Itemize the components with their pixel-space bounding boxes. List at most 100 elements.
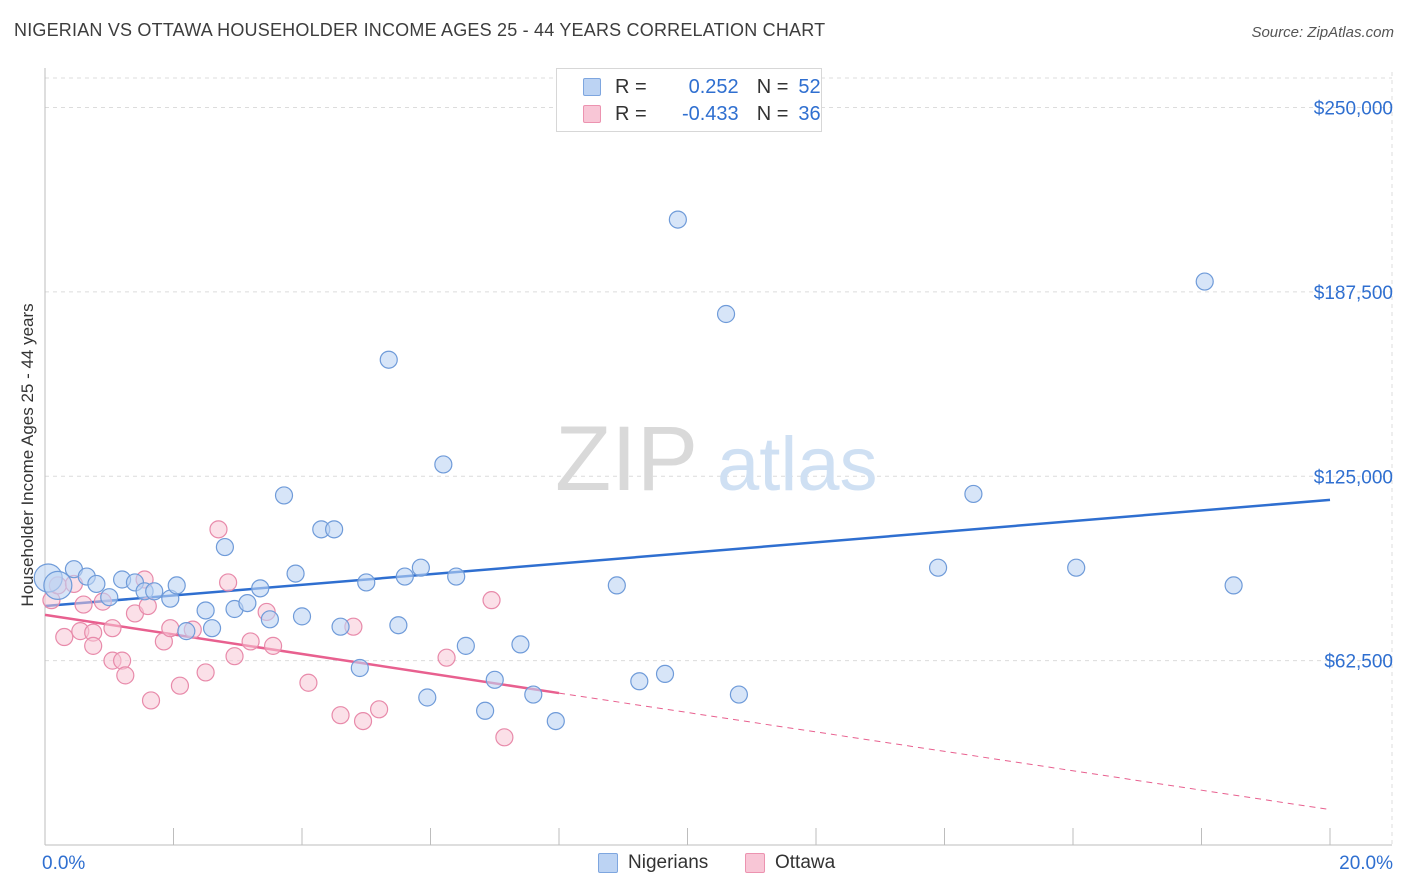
legend-r-label: R = xyxy=(615,102,647,125)
point-nigerians xyxy=(331,617,350,636)
y-tick-label: $62,500 xyxy=(1324,652,1393,673)
point-ottawa xyxy=(225,647,244,666)
point-nigerians xyxy=(196,601,215,620)
point-ottawa xyxy=(299,673,318,692)
point-nigerians xyxy=(434,455,453,474)
point-nigerians xyxy=(274,486,294,505)
point-nigerians xyxy=(411,558,430,577)
point-nigerians xyxy=(456,636,475,655)
series-legend-ottawa[interactable]: Ottawa xyxy=(745,852,835,874)
legend-swatch-pink xyxy=(583,105,601,123)
point-nigerians xyxy=(357,573,376,592)
trend-line-nigerians xyxy=(44,498,1331,608)
point-ottawa xyxy=(331,706,350,725)
point-nigerians xyxy=(43,570,73,601)
series-legend-nigerians[interactable]: Nigerians xyxy=(598,852,708,874)
point-nigerians xyxy=(546,711,565,731)
series-swatch-pink xyxy=(745,853,765,873)
y-tick-label: $125,000 xyxy=(1314,467,1393,488)
correlation-legend: R = 0.252 N = 52 R = -0.433 N = 36 xyxy=(556,68,822,132)
source-credit: Source: ZipAtlas.com xyxy=(1251,24,1394,41)
point-ottawa xyxy=(84,636,103,655)
point-nigerians xyxy=(325,520,344,539)
point-nigerians xyxy=(292,607,312,626)
point-nigerians xyxy=(1067,558,1086,577)
x-tick-label-max: 20.0% xyxy=(1339,853,1393,874)
y-tick-label: $250,000 xyxy=(1314,99,1393,120)
legend-swatch-blue xyxy=(583,78,601,96)
point-ottawa xyxy=(209,520,228,539)
legend-r-value: -0.433 xyxy=(681,102,739,125)
point-nigerians xyxy=(238,593,257,613)
point-ottawa xyxy=(103,619,122,638)
legend-row-ottawa: R = -0.433 N = 36 xyxy=(583,101,821,127)
point-nigerians xyxy=(260,610,279,629)
point-nigerians xyxy=(729,685,749,704)
legend-n-value: 52 xyxy=(798,75,821,98)
point-nigerians xyxy=(395,567,414,586)
point-nigerians xyxy=(379,350,398,369)
y-tick-label: $187,500 xyxy=(1314,283,1393,304)
tick-labels: $62,500 $125,000 $187,500 $250,000 0.0% 20.0% xyxy=(42,99,1393,875)
point-nigerians xyxy=(286,564,305,583)
point-ottawa xyxy=(116,666,135,685)
gridlines xyxy=(45,72,1393,845)
point-ottawa xyxy=(370,700,389,719)
point-ottawa xyxy=(219,573,238,592)
point-nigerians xyxy=(1224,576,1243,595)
legend-row-nigerians: R = 0.252 N = 52 xyxy=(583,74,821,100)
point-ottawa xyxy=(55,627,74,647)
point-nigerians xyxy=(630,672,649,691)
point-nigerians xyxy=(447,567,466,586)
point-nigerians xyxy=(668,210,687,229)
series-swatch-blue xyxy=(598,853,618,873)
point-nigerians xyxy=(716,304,736,324)
point-nigerians xyxy=(145,582,164,601)
legend-n-value: 36 xyxy=(798,102,821,125)
trend-line-ottawa-extension xyxy=(558,692,1331,811)
x-tick-label-min: 0.0% xyxy=(42,853,85,874)
point-nigerians xyxy=(476,701,495,720)
watermark-zip: ZIP xyxy=(555,408,698,510)
point-nigerians xyxy=(202,619,222,638)
legend-r-value: 0.252 xyxy=(688,75,739,98)
legend-n-label: N = xyxy=(756,75,789,98)
point-ottawa xyxy=(161,619,180,638)
watermark-atlas: atlas xyxy=(717,422,878,507)
point-ottawa xyxy=(241,632,260,651)
point-ottawa xyxy=(353,711,373,731)
legend-n-label: N = xyxy=(756,102,789,125)
point-nigerians xyxy=(215,537,234,557)
point-nigerians xyxy=(524,685,543,704)
point-nigerians xyxy=(87,574,106,594)
point-ottawa xyxy=(495,728,514,747)
point-nigerians xyxy=(100,588,119,607)
series-label-nigerians: Nigerians xyxy=(628,852,709,873)
point-nigerians xyxy=(389,616,408,635)
point-ottawa xyxy=(112,651,132,670)
point-nigerians xyxy=(511,635,530,654)
trend-line-ottawa xyxy=(44,613,560,695)
point-ottawa xyxy=(141,691,161,710)
legend-r-label: R = xyxy=(615,75,647,98)
point-nigerians xyxy=(251,579,270,598)
series-legend: Nigerians Ottawa xyxy=(0,852,1406,878)
point-nigerians xyxy=(655,664,675,684)
axes xyxy=(44,68,1392,846)
point-ottawa xyxy=(482,591,501,610)
chart-title: NIGERIAN VS OTTAWA HOUSEHOLDER INCOME AG… xyxy=(14,20,826,40)
point-ottawa xyxy=(196,663,215,682)
point-ottawa xyxy=(74,595,93,614)
data-points xyxy=(33,210,1243,747)
point-nigerians xyxy=(350,658,369,678)
point-nigerians xyxy=(607,576,626,595)
point-ottawa xyxy=(263,636,283,655)
point-nigerians xyxy=(928,558,948,577)
series-label-ottawa: Ottawa xyxy=(775,852,836,873)
point-nigerians xyxy=(418,688,437,707)
point-nigerians xyxy=(177,622,196,641)
point-nigerians xyxy=(964,484,983,504)
point-ottawa xyxy=(170,676,190,695)
point-nigerians xyxy=(167,576,186,595)
